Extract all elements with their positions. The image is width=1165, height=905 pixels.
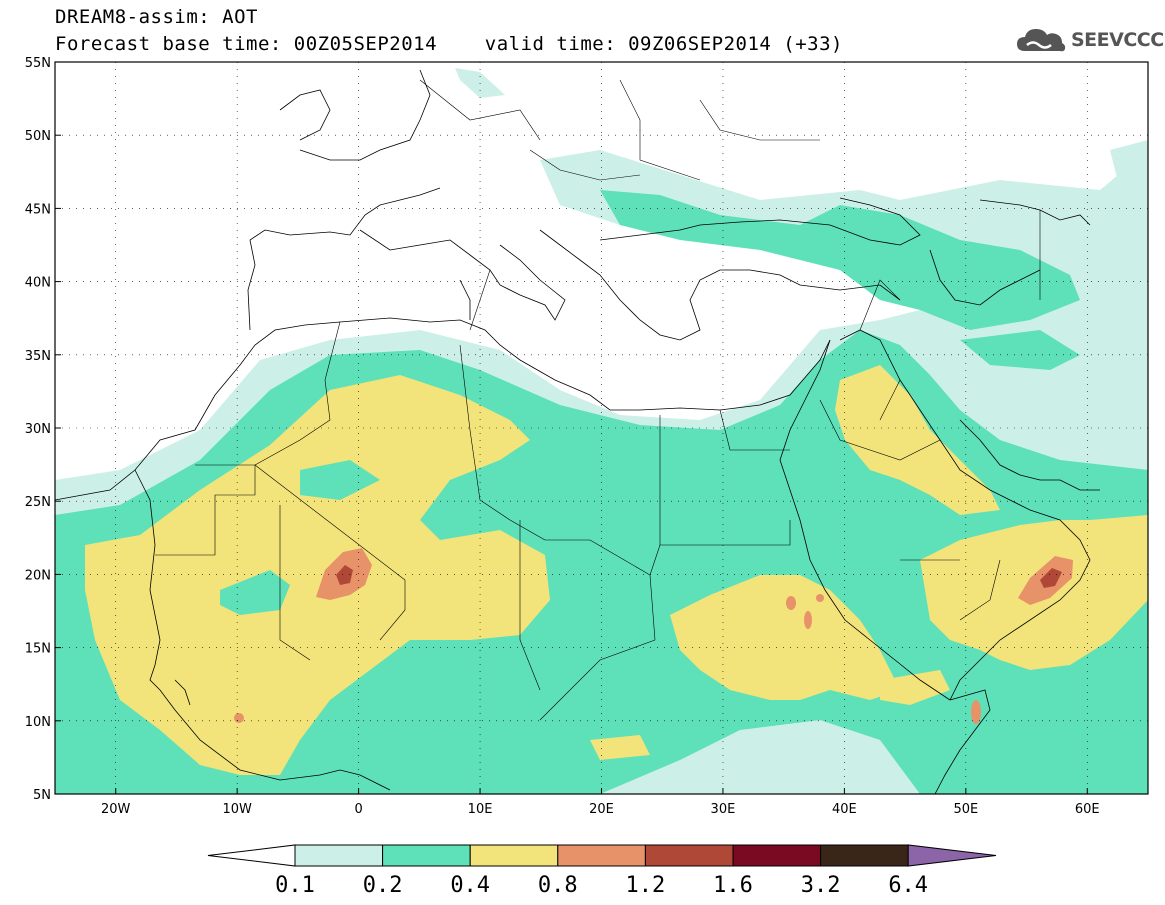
y-tick-label: 35N — [25, 349, 51, 364]
colorbar-level-label: 1.2 — [626, 873, 666, 898]
x-tick-label: 10E — [468, 802, 493, 817]
colorbar-segment — [557, 844, 646, 867]
colorbar-segment — [382, 844, 471, 867]
x-tick-label: 0 — [354, 802, 362, 817]
colorbar-level-label: 0.4 — [450, 873, 490, 898]
colorbar-level-label: 6.4 — [888, 873, 928, 898]
x-tick-label: 40E — [832, 802, 857, 817]
y-tick-label: 15N — [25, 642, 51, 657]
colorbar-segment — [294, 844, 384, 867]
colorbar-level-label: 0.2 — [363, 873, 403, 898]
x-axis-ticks: 20W 10W 0 10E 20E 30E 40E 50E 60E — [101, 788, 1100, 817]
colorbar-segment — [820, 844, 909, 867]
y-tick-label: 50N — [25, 129, 51, 144]
aot-1.2-1.6-area — [336, 565, 1062, 588]
x-tick-label: 10W — [222, 802, 252, 817]
colorbar-segment — [644, 844, 734, 867]
x-tick-label: 20W — [101, 802, 131, 817]
colorbar-segment — [469, 844, 559, 867]
seevccc-logo: SEEVCCC — [1015, 25, 1164, 55]
y-tick-label: 40N — [25, 276, 51, 291]
gridlines — [55, 62, 1148, 794]
y-axis-ticks: 55N 50N 45N 40N 35N 30N 25N 20N 15N 10N 5N — [25, 56, 61, 803]
x-tick-label: 50E — [953, 802, 978, 817]
y-tick-label: 5N — [33, 788, 51, 803]
y-tick-label: 25N — [25, 495, 51, 510]
aot-0.4-0.8-area — [85, 365, 1148, 775]
logo-text: SEEVCCC — [1071, 29, 1164, 51]
x-tick-label: 20E — [589, 802, 614, 817]
colorbar-level-label: 1.6 — [713, 873, 753, 898]
colorbar-level-label: 0.1 — [275, 873, 315, 898]
colorbar-under-arrow — [207, 844, 296, 867]
coastlines — [55, 69, 1100, 794]
map-title: DREAM8-assim: AOT — [55, 6, 258, 28]
y-tick-label: 10N — [25, 715, 51, 730]
aot-field — [55, 62, 1148, 794]
colorbar-level-label: 3.2 — [801, 873, 841, 898]
forecast-time-line: Forecast base time: 00Z05SEP2014 valid t… — [55, 33, 843, 55]
cloud-icon — [1017, 29, 1066, 52]
x-tick-label: 30E — [711, 802, 736, 817]
colorbar-segment — [732, 844, 822, 867]
colorbar: 0.1 0.2 0.4 0.8 1.2 1.6 3.2 6.4 — [207, 844, 997, 898]
colorbar-over-arrow — [907, 844, 997, 867]
x-tick-label: 60E — [1075, 802, 1100, 817]
political-borders — [155, 79, 1041, 721]
y-tick-label: 45N — [25, 202, 51, 217]
colorbar-level-label: 0.8 — [538, 873, 578, 898]
y-tick-label: 20N — [25, 568, 51, 583]
y-tick-label: 30N — [25, 422, 51, 437]
y-tick-label: 55N — [25, 56, 51, 71]
